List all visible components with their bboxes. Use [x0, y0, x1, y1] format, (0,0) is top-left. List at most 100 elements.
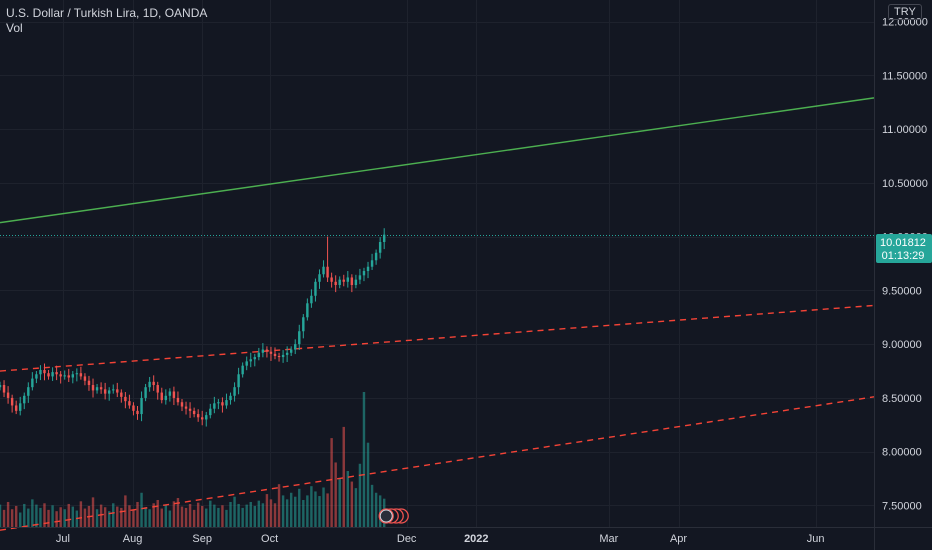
volume-bar — [237, 503, 240, 527]
volume-bar — [120, 507, 123, 527]
time-axis[interactable]: Jul Aug Sep Oct Dec 2022 Mar Apr Jun — [56, 533, 825, 545]
volume-bar — [322, 487, 325, 527]
candle-body — [176, 397, 180, 403]
price-tick-label: 11.50000 — [882, 70, 927, 82]
candle-body — [79, 373, 83, 377]
candle-body — [10, 397, 14, 406]
candle-body — [350, 277, 354, 286]
candle-body — [281, 354, 285, 358]
volume-bar — [229, 501, 232, 527]
volume-bar — [99, 504, 103, 527]
currency-badge[interactable]: TRY — [888, 4, 922, 20]
volume-bar — [378, 495, 382, 527]
candle-body — [124, 396, 127, 402]
volume-bar — [285, 499, 289, 527]
candle-body — [322, 266, 325, 275]
candle-body — [342, 279, 345, 282]
earnings-marker — [379, 509, 393, 523]
volume-bar — [354, 488, 358, 527]
candle-body — [19, 403, 22, 411]
candle-body — [378, 241, 382, 253]
volume-bar — [63, 509, 66, 527]
volume-bar — [144, 507, 147, 527]
volume-label[interactable]: Vol — [6, 21, 23, 35]
candle-body — [91, 385, 95, 391]
candle-body — [23, 395, 26, 404]
candle-body — [366, 266, 370, 272]
candle-body — [326, 266, 329, 278]
candle-body — [99, 387, 103, 390]
candle-body — [55, 372, 58, 375]
symbol-title[interactable]: U.S. Dollar / Turkish Lira, 1D, OANDA — [6, 6, 208, 20]
price-axis[interactable]: 12.0000011.5000011.0000010.5000010.00000… — [882, 17, 928, 513]
volume-bar — [217, 507, 220, 527]
candle-body — [39, 369, 42, 375]
volume-bar — [241, 507, 244, 527]
volume-bar — [269, 499, 273, 527]
volume-bar — [71, 506, 75, 527]
candle-body — [358, 275, 362, 280]
time-tick-label: Apr — [670, 533, 687, 545]
candle-body — [160, 392, 163, 401]
candle-body — [314, 281, 317, 296]
candle-body — [225, 400, 228, 406]
volume-bar — [265, 494, 269, 527]
price-tick-label: 10.50000 — [882, 178, 928, 190]
volume-bar — [233, 496, 236, 527]
volume-bar — [366, 442, 370, 527]
candle-body — [103, 389, 107, 394]
candle-body — [346, 277, 350, 282]
price-tick-label: 9.00000 — [882, 339, 922, 351]
candle-body — [148, 381, 151, 388]
candle-body — [196, 414, 200, 418]
volume-bar — [43, 503, 46, 527]
candle-body — [362, 271, 366, 276]
volume-bar — [0, 504, 2, 527]
candle-body — [213, 403, 216, 409]
candle-body — [107, 390, 111, 394]
volume-bar — [374, 492, 378, 527]
volume-bar — [314, 491, 317, 527]
volume-bar — [156, 500, 159, 527]
candle-body — [310, 295, 313, 304]
candle-body — [31, 378, 34, 388]
volume-bar — [330, 438, 333, 527]
volume-bar — [51, 505, 54, 527]
volume-bar — [281, 495, 285, 527]
candle-body — [205, 415, 208, 420]
grid — [0, 0, 874, 527]
candle-body — [136, 410, 139, 415]
volume-bar — [192, 509, 196, 527]
volume-bar — [95, 509, 99, 527]
candle-body — [354, 279, 358, 286]
candle-body — [273, 353, 277, 356]
volume-bar — [338, 478, 341, 527]
volume-bar — [31, 499, 34, 527]
last-price-value: 10.01812 — [880, 237, 926, 249]
plot-background — [0, 0, 874, 527]
time-tick-label: Aug — [123, 533, 143, 545]
candle-body — [237, 374, 240, 388]
volume-bar — [47, 509, 50, 527]
candle-body — [382, 234, 386, 242]
volume-bar — [326, 493, 329, 527]
trendline — [0, 97, 875, 224]
candle-body — [144, 387, 147, 398]
candle-body — [298, 331, 301, 345]
volume-bar — [172, 501, 176, 527]
candle-body — [63, 375, 66, 377]
volume-bar — [140, 492, 143, 527]
candle-body — [120, 392, 123, 397]
trendlines[interactable] — [0, 97, 875, 531]
candle-body — [184, 406, 188, 409]
event-markers[interactable] — [378, 508, 409, 524]
volume-bar — [273, 503, 277, 527]
volume-bar — [79, 501, 83, 527]
volume-bar — [249, 501, 252, 527]
volume-bar — [253, 505, 256, 527]
volume-bar — [132, 509, 135, 527]
volume-bar — [200, 505, 204, 527]
volume-bar — [370, 484, 374, 527]
volume-bar — [180, 506, 184, 527]
